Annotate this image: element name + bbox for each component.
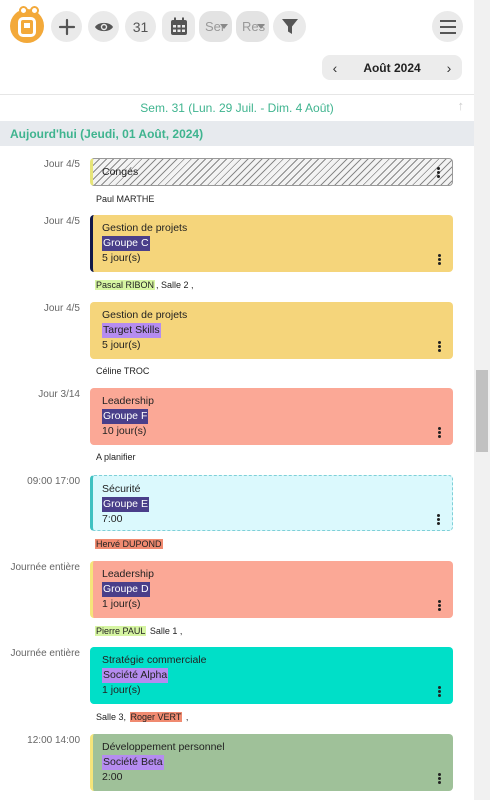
- arrow-up-icon[interactable]: ↑: [457, 98, 465, 113]
- participant-tag[interactable]: Hervé DUPOND: [95, 539, 163, 549]
- hamburger-icon: [440, 20, 456, 22]
- event-time: Jour 4/5: [43, 216, 80, 227]
- scrollbar[interactable]: [474, 0, 490, 800]
- chevron-down-icon: [257, 24, 265, 29]
- event-participants: Hervé DUPOND: [95, 539, 163, 549]
- event-duration: 1 jour(s): [102, 684, 141, 696]
- participant-text: ,: [183, 712, 189, 722]
- event-time: 09:00 17:00: [27, 476, 80, 487]
- event-duration: 1 jour(s): [102, 598, 141, 610]
- event-title: Stratégie commerciale: [102, 654, 207, 666]
- chevron-right-icon: ›: [446, 59, 452, 76]
- event-title: Gestion de projets: [102, 222, 188, 234]
- event-card[interactable]: Leadership Groupe F 10 jour(s): [90, 388, 453, 445]
- participant-text: Paul MARTHE: [96, 194, 155, 204]
- filter-icon: [281, 19, 298, 34]
- calendar-icon: [170, 17, 187, 35]
- event-time: Jour 4/5: [43, 303, 80, 314]
- today-header-label: Aujourd'hui (Jeudi, 01 Août, 2024): [10, 126, 204, 141]
- event-time: 12:00 14:00: [27, 735, 80, 746]
- event-duration: 10 jour(s): [102, 425, 147, 437]
- week-header[interactable]: Sem. 31 (Lun. 29 Juil. - Dim. 4 Août) ↑: [0, 94, 474, 120]
- participant-text: , Salle 2 ,: [156, 280, 194, 290]
- prev-month-button[interactable]: ‹: [322, 55, 348, 80]
- event-title: Sécurité: [102, 483, 141, 495]
- more-vert-icon[interactable]: [438, 254, 441, 265]
- month-navigator: ‹ Août 2024 ›: [322, 55, 462, 80]
- event-title: Développement personnel: [102, 741, 225, 753]
- event-duration: 2:00: [102, 771, 123, 783]
- more-vert-icon[interactable]: [438, 600, 441, 611]
- chevron-left-icon: ‹: [332, 59, 338, 76]
- week-number: 31: [132, 18, 149, 35]
- resource-select[interactable]: Res: [236, 11, 269, 42]
- event-group-badge: Groupe C: [102, 236, 150, 251]
- scrollbar-thumb[interactable]: [476, 370, 488, 452]
- event-card[interactable]: Développement personnel Société Beta 2:00: [90, 734, 453, 791]
- calendar-button[interactable]: [162, 11, 195, 42]
- event-title: Gestion de projets: [102, 309, 188, 321]
- add-button[interactable]: [51, 11, 82, 42]
- event-time: Journée entière: [10, 562, 81, 573]
- service-select-value: Ser: [205, 19, 226, 34]
- event-title: Congés: [102, 166, 139, 178]
- event-participants: A planifier: [95, 452, 137, 462]
- eye-icon: [94, 22, 113, 31]
- event-group-badge: Groupe E: [102, 497, 149, 512]
- event-group-badge: Société Alpha: [102, 668, 169, 683]
- today-header: Aujourd'hui (Jeudi, 01 Août, 2024): [0, 121, 474, 146]
- more-vert-icon[interactable]: [437, 514, 440, 525]
- visibility-button[interactable]: [88, 11, 119, 42]
- event-card[interactable]: Congés: [90, 158, 453, 186]
- participant-text: Céline TROC: [96, 366, 150, 376]
- event-title: Leadership: [102, 395, 154, 407]
- more-vert-icon[interactable]: [438, 773, 441, 784]
- event-time: Jour 4/5: [43, 159, 80, 170]
- event-group-badge: Target Skills: [102, 323, 161, 338]
- event-participants: Salle 3, Roger VERT ,: [95, 712, 189, 722]
- filter-button[interactable]: [273, 11, 306, 42]
- more-vert-icon[interactable]: [438, 686, 441, 697]
- more-vert-icon[interactable]: [437, 167, 440, 178]
- week-header-label: Sem. 31 (Lun. 29 Juil. - Dim. 4 Août): [140, 100, 334, 115]
- event-duration: 5 jour(s): [102, 252, 141, 264]
- event-group-badge: Société Beta: [102, 755, 164, 770]
- resource-select-value: Res: [242, 19, 266, 34]
- more-vert-icon[interactable]: [438, 427, 441, 438]
- event-duration: 7:00: [102, 513, 123, 525]
- participant-tag[interactable]: Roger VERT: [129, 712, 183, 722]
- event-participants: Céline TROC: [95, 366, 150, 376]
- app-logo[interactable]: [10, 6, 44, 43]
- event-card[interactable]: Gestion de projets Target Skills 5 jour(s): [90, 302, 453, 359]
- participant-tag[interactable]: Pierre PAUL: [95, 626, 147, 636]
- plus-icon: [58, 18, 75, 35]
- event-card[interactable]: Stratégie commerciale Société Alpha 1 jour…: [90, 647, 453, 704]
- next-month-button[interactable]: ›: [436, 55, 462, 80]
- toolbar: 31 Ser Res: [0, 0, 474, 52]
- event-title: Leadership: [102, 568, 154, 580]
- participant-text: Salle 3,: [96, 712, 129, 722]
- event-time: Journée entière: [10, 648, 81, 659]
- event-group-badge: Groupe D: [102, 582, 150, 597]
- event-duration: 5 jour(s): [102, 339, 141, 351]
- menu-button[interactable]: [432, 11, 463, 42]
- event-participants: Pascal RIBON, Salle 2 ,: [95, 280, 195, 290]
- chevron-down-icon: [220, 24, 228, 29]
- week-number-button[interactable]: 31: [125, 11, 156, 42]
- more-vert-icon[interactable]: [438, 341, 441, 352]
- event-card[interactable]: Sécurité Groupe E 7:00: [90, 475, 453, 531]
- event-participants: Paul MARTHE: [95, 194, 155, 204]
- participant-tag[interactable]: Pascal RIBON: [95, 280, 156, 290]
- participant-text: Salle 1 ,: [147, 626, 183, 636]
- current-month: Août 2024: [363, 60, 421, 75]
- participant-text: A planifier: [96, 452, 136, 462]
- event-time: Jour 3/14: [38, 389, 80, 400]
- service-select[interactable]: Ser: [199, 11, 232, 42]
- event-participants: Pierre PAUL Salle 1 ,: [95, 626, 183, 636]
- event-group-badge: Groupe F: [102, 409, 149, 424]
